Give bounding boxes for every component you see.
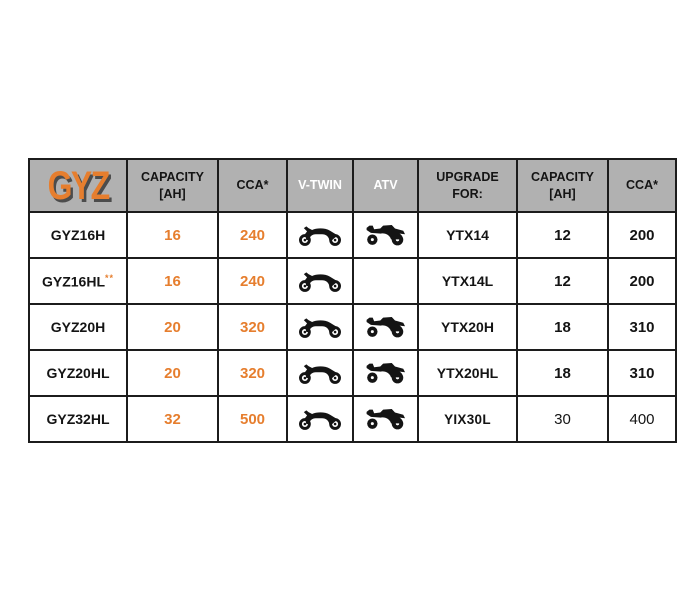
motorcycle-icon (299, 224, 341, 246)
upgrade-capacity-cell: 30 (516, 395, 609, 443)
header-upgrade-line2: FOR: (452, 186, 483, 201)
header-upgrade-cca: CCA* (607, 158, 677, 213)
upgrade-cca-cell: 310 (607, 349, 677, 397)
header-upgrade-capacity-line2: [AH] (549, 186, 576, 201)
cca-cell: 240 (217, 211, 288, 259)
header-capacity-line1: CAPACITY (141, 170, 204, 185)
cca-cell: 320 (217, 303, 288, 351)
upgrade-model-cell: YTX20H (417, 303, 518, 351)
atv-cell (352, 349, 419, 397)
cca-cell: 240 (217, 257, 288, 305)
motorcycle-icon (299, 316, 341, 338)
vtwin-cell (286, 257, 354, 305)
upgrade-cca-cell: 200 (607, 211, 677, 259)
motorcycle-icon (299, 270, 341, 292)
header-upgrade-capacity-line1: CAPACITY (531, 170, 594, 185)
gyz-logo: GYZ (47, 163, 110, 208)
gyz-logo-cell: GYZ (28, 158, 128, 213)
model-cell: GYZ20H (28, 303, 128, 351)
upgrade-model-cell: YTX14 (417, 211, 518, 259)
model-label: GYZ20HL (46, 365, 110, 381)
header-row: GYZ CAPACITY [AH] CCA* V-TWIN ATV UPGRADE… (28, 158, 677, 213)
motorcycle-icon (299, 408, 341, 430)
battery-spec-table: GYZ CAPACITY [AH] CCA* V-TWIN ATV UPGRADE… (28, 158, 677, 443)
cca-cell: 500 (217, 395, 288, 443)
capacity-cell: 16 (126, 257, 219, 305)
model-cell: GYZ20HL (28, 349, 128, 397)
vtwin-cell (286, 303, 354, 351)
capacity-cell: 20 (126, 349, 219, 397)
vtwin-cell (286, 211, 354, 259)
upgrade-cca-cell: 400 (607, 395, 677, 443)
capacity-cell: 20 (126, 303, 219, 351)
upgrade-capacity-cell: 12 (516, 257, 609, 305)
header-capacity: CAPACITY [AH] (126, 158, 219, 213)
model-label: GYZ32HL (46, 411, 110, 427)
atv-icon (366, 224, 405, 246)
header-cca: CCA* (217, 158, 288, 213)
model-label: GYZ20H (50, 319, 106, 335)
header-upgrade-for: UPGRADE FOR: (417, 158, 518, 213)
upgrade-cca-cell: 310 (607, 303, 677, 351)
upgrade-model-cell: YTX14L (417, 257, 518, 305)
header-upgrade-capacity: CAPACITY [AH] (516, 158, 609, 213)
upgrade-model-cell: YIX30L (417, 395, 518, 443)
header-vtwin: V-TWIN (286, 158, 354, 213)
capacity-cell: 32 (126, 395, 219, 443)
upgrade-model-cell: YTX20HL (417, 349, 518, 397)
model-cell: GYZ16H (28, 211, 128, 259)
atv-icon (366, 362, 405, 384)
upgrade-capacity-cell: 12 (516, 211, 609, 259)
model-asterisks: ** (105, 272, 115, 283)
atv-cell (352, 211, 419, 259)
upgrade-capacity-cell: 18 (516, 303, 609, 351)
upgrade-cca-cell: 200 (607, 257, 677, 305)
table-row: GYZ32HL 32 500 YIX30L 30 400 (28, 395, 677, 443)
table-row: GYZ16HL** 16 240 YTX14L 12 200 (28, 257, 677, 305)
model-cell: GYZ16HL** (28, 257, 128, 305)
model-label: GYZ16HL (41, 273, 105, 290)
atv-icon (366, 408, 405, 430)
header-atv: ATV (352, 158, 419, 213)
table-row: GYZ20H 20 320 YTX20H 18 310 (28, 303, 677, 351)
atv-cell (352, 395, 419, 443)
vtwin-cell (286, 395, 354, 443)
upgrade-capacity-cell: 18 (516, 349, 609, 397)
atv-cell-empty (352, 257, 419, 305)
capacity-cell: 16 (126, 211, 219, 259)
atv-cell (352, 303, 419, 351)
motorcycle-icon (299, 362, 341, 384)
header-capacity-line2: [AH] (159, 186, 186, 201)
model-label: GYZ16H (50, 227, 106, 243)
vtwin-cell (286, 349, 354, 397)
model-cell: GYZ32HL (28, 395, 128, 443)
header-upgrade-line1: UPGRADE (436, 170, 499, 185)
table-row: GYZ16H 16 240 YTX14 12 200 (28, 211, 677, 259)
table-row: GYZ20HL 20 320 YTX20HL 18 310 (28, 349, 677, 397)
atv-icon (366, 316, 405, 338)
cca-cell: 320 (217, 349, 288, 397)
